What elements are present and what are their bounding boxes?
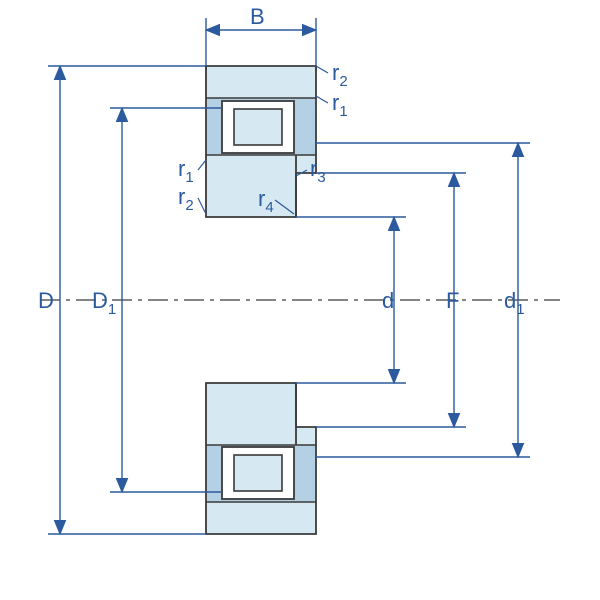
dim-B: B: [206, 4, 316, 66]
label-d: d: [382, 288, 394, 313]
label-r1-top: r1: [332, 90, 348, 120]
label-B: B: [250, 4, 265, 29]
label-D1: D1: [92, 288, 116, 318]
dim-d: d: [296, 217, 406, 383]
bearing-lower: [206, 383, 316, 534]
bearing-diagram: B D D1 d F d1 r2: [0, 0, 600, 600]
dim-d1: d1: [316, 143, 530, 457]
label-r3: r3: [310, 156, 326, 186]
label-r1-left: r1: [178, 156, 194, 186]
label-r2-left: r2: [178, 184, 194, 214]
label-F: F: [446, 288, 459, 313]
label-D: D: [38, 288, 54, 313]
label-d1: d1: [504, 288, 525, 318]
label-r2-top: r2: [332, 60, 348, 90]
